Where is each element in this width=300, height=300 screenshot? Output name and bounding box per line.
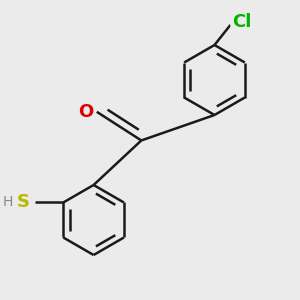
Text: O: O [78, 103, 93, 121]
Text: Cl: Cl [232, 13, 252, 31]
Text: H: H [3, 196, 13, 209]
Text: S: S [17, 194, 30, 211]
